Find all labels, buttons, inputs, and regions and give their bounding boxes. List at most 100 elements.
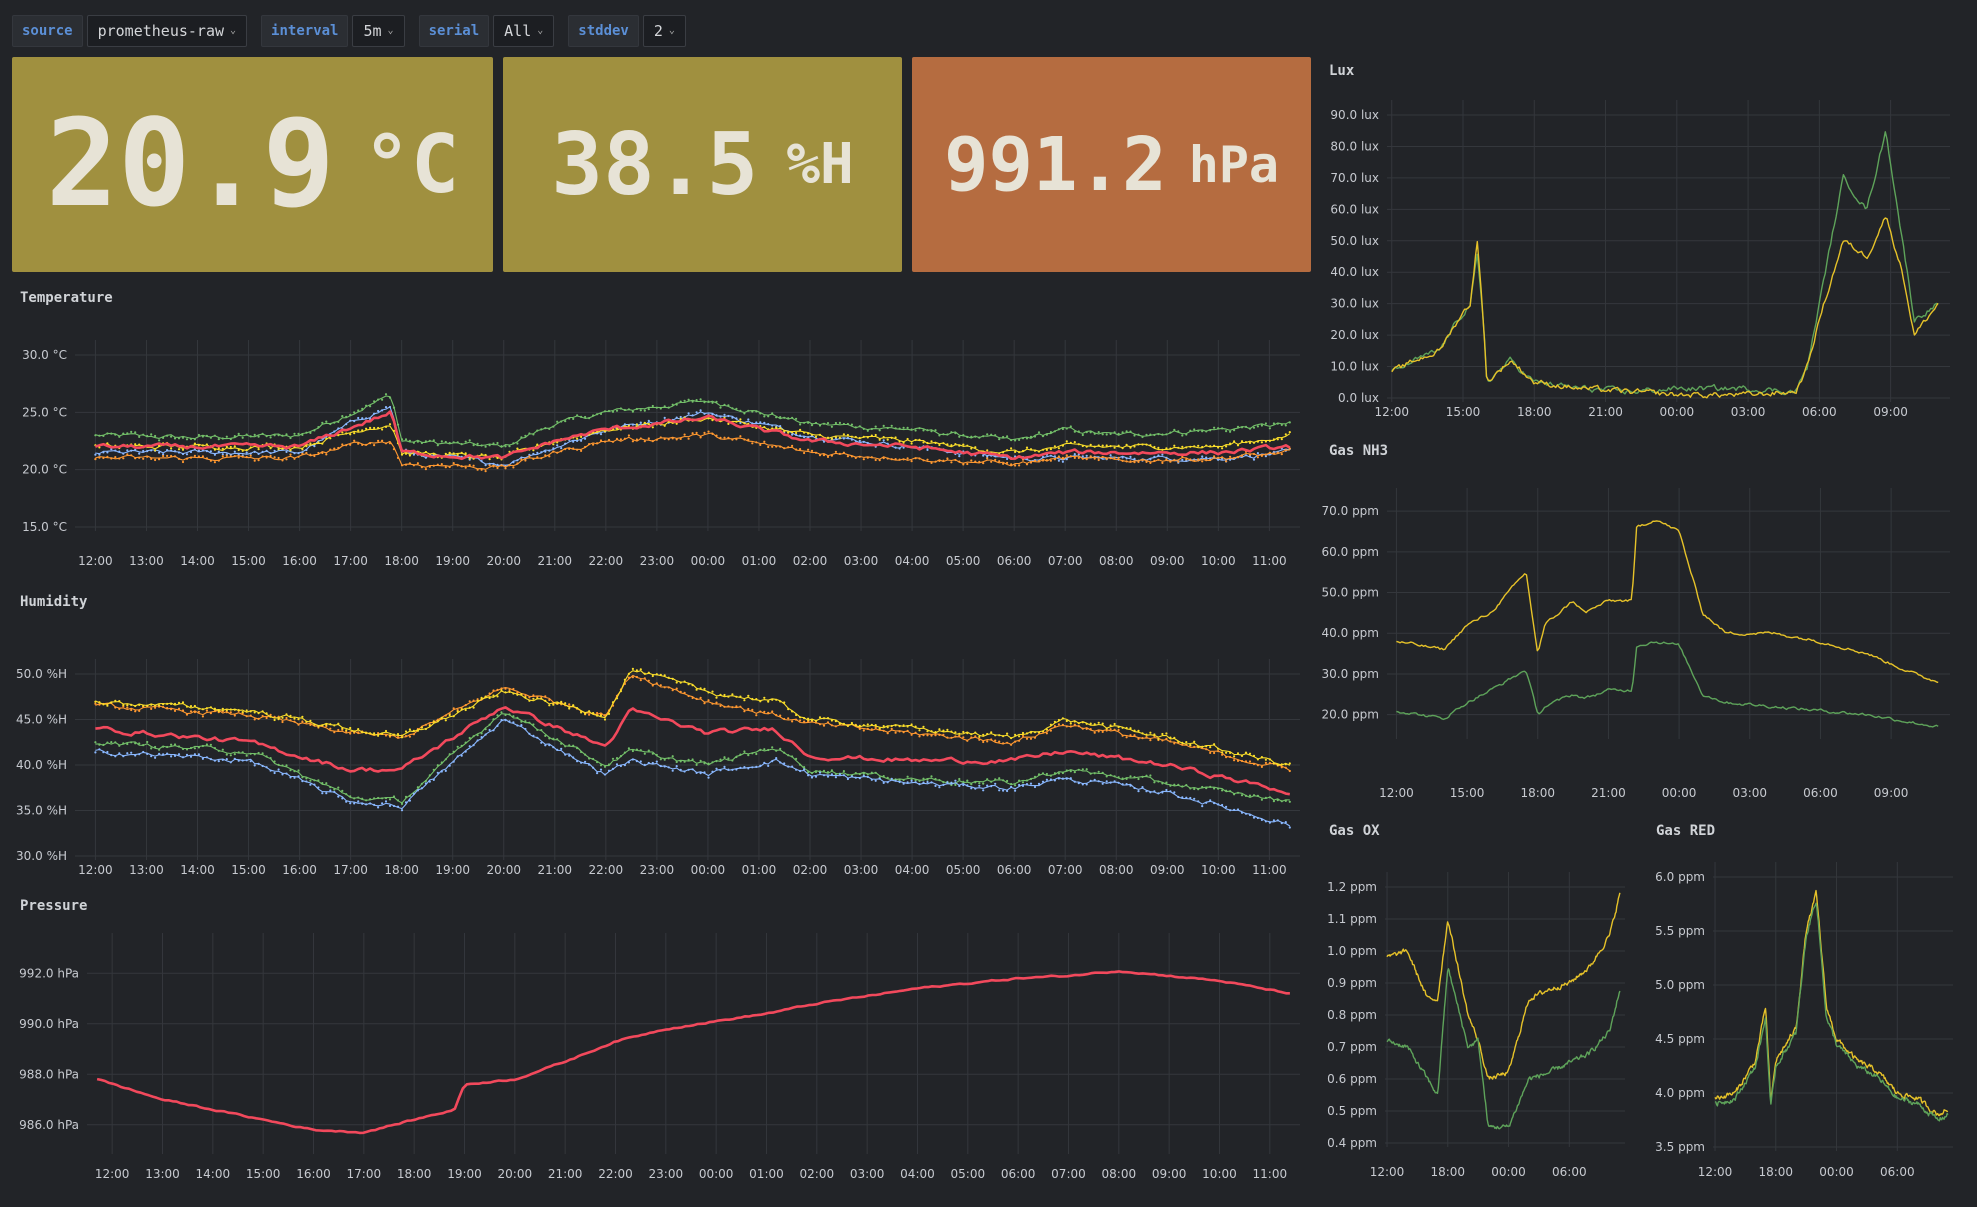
data-point: [181, 701, 185, 704]
data-point: [1085, 768, 1088, 771]
data-point: [1137, 790, 1140, 793]
gas-ox-chart[interactable]: 1.2 ppm 1.1 ppm 1.0 ppm 0.9 ppm 0.8 ppm 0.7 p…: [1320, 855, 1640, 1190]
data-point: [520, 724, 523, 727]
serial-select[interactable]: All ⌄: [493, 15, 555, 47]
x-tick-label: 23:00: [640, 863, 675, 877]
data-point: [325, 453, 328, 456]
gas-red-chart[interactable]: 6.0 ppm 5.5 ppm 5.0 ppm 4.5 ppm 4.0 ppm 3.5 p…: [1648, 855, 1968, 1190]
data-point: [404, 730, 408, 733]
data-point: [930, 734, 933, 737]
data-point: [1097, 458, 1100, 462]
data-point: [1280, 453, 1283, 456]
data-point: [496, 466, 499, 470]
series-dots: [94, 718, 1291, 829]
data-point: [1284, 821, 1287, 824]
x-tick-label: 08:00: [1102, 1167, 1137, 1181]
temperature-panel-title[interactable]: Temperature: [20, 290, 113, 306]
data-point: [349, 732, 352, 735]
data-point: [751, 442, 754, 445]
lux-chart[interactable]: 90.0 lux 80.0 lux 70.0 lux 60.0 lux 50.0 lux…: [1320, 95, 1960, 425]
pressure-panel-title[interactable]: Pressure: [20, 898, 88, 914]
data-point: [918, 735, 921, 738]
data-point: [1213, 751, 1216, 755]
data-point: [1225, 805, 1228, 808]
data-point: [1165, 788, 1168, 792]
data-point: [934, 429, 937, 432]
data-point: [384, 406, 388, 409]
source-select[interactable]: prometheus-raw ⌄: [86, 15, 248, 47]
x-tick-label: 12:00: [1374, 405, 1409, 419]
data-point: [1181, 434, 1184, 437]
gas-red-panel-title[interactable]: Gas RED: [1656, 823, 1716, 839]
data-point: [970, 783, 973, 786]
stddev-select[interactable]: 2 ⌄: [642, 15, 686, 47]
data-point: [384, 729, 388, 733]
data-point: [1018, 783, 1021, 787]
y-tick-label: 15.0 °C: [22, 520, 67, 534]
x-tick-label: 06:00: [1001, 1167, 1036, 1181]
chevron-down-icon: ⌄: [537, 25, 544, 36]
x-tick-label: 04:00: [895, 863, 930, 877]
humidity-panel-title[interactable]: Humidity: [20, 594, 88, 610]
data-point: [548, 455, 551, 458]
data-point: [1101, 444, 1104, 447]
temperature-stat-panel[interactable]: 20.9 °C: [12, 57, 493, 272]
x-tick-label: 21:00: [537, 554, 572, 568]
variable-label-stddev: stddev: [568, 15, 639, 47]
data-point: [1236, 444, 1240, 447]
data-point: [504, 467, 507, 470]
lux-panel-title[interactable]: Lux: [1329, 63, 1355, 79]
data-point: [934, 734, 937, 737]
data-point: [456, 745, 459, 748]
data-point: [94, 741, 97, 744]
humidity-chart[interactable]: 50.0 %H 45.0 %H 40.0 %H 35.0 %H 30.0 %H 12:00…: [0, 624, 1310, 884]
interval-select[interactable]: 5m ⌄: [352, 15, 405, 47]
data-point: [647, 408, 650, 411]
x-tick-label: 00:00: [1819, 1165, 1854, 1179]
data-point: [592, 443, 595, 446]
x-tick-label: 14:00: [180, 863, 215, 877]
data-point: [838, 773, 842, 776]
data-point: [114, 456, 117, 459]
data-point: [532, 697, 535, 700]
data-point: [464, 440, 467, 443]
x-tick-label: 15:00: [1450, 786, 1485, 800]
x-tick-label: 09:00: [1150, 863, 1185, 877]
data-point: [273, 456, 276, 459]
data-point: [874, 726, 877, 729]
gas-ox-panel-title[interactable]: Gas OX: [1329, 823, 1380, 839]
gas-nh3-panel-title[interactable]: Gas NH3: [1329, 443, 1389, 459]
data-point: [874, 779, 877, 782]
data-point: [810, 424, 814, 427]
data-point: [1049, 729, 1052, 732]
y-tick-label: 50.0 ppm: [1322, 586, 1379, 600]
data-point: [177, 448, 181, 451]
pressure-chart[interactable]: 992.0 hPa 990.0 hPa 988.0 hPa 986.0 hPa 12:0…: [0, 928, 1310, 1188]
temperature-chart[interactable]: 30.0 °C 25.0 °C 20.0 °C 15.0 °C 12:00 13:00 14…: [0, 320, 1310, 580]
data-point: [1065, 440, 1068, 443]
data-point: [759, 421, 762, 424]
data-point: [615, 427, 619, 430]
series-line: [95, 395, 1291, 448]
data-point: [388, 804, 392, 807]
data-point: [464, 708, 467, 712]
data-point: [755, 714, 758, 717]
data-point: [512, 466, 515, 469]
data-point: [365, 427, 368, 430]
data-point: [1197, 458, 1200, 461]
gas-nh3-chart[interactable]: 70.0 ppm 60.0 ppm 50.0 ppm 40.0 ppm 30.0 ppm…: [1320, 475, 1960, 805]
stddev-select-value: 2: [653, 22, 663, 40]
data-point: [1260, 798, 1263, 801]
data-point: [675, 681, 678, 684]
data-point: [631, 749, 635, 753]
data-point: [289, 453, 292, 456]
pressure-stat-panel[interactable]: 991.2 hPa: [912, 57, 1311, 272]
data-point: [954, 779, 957, 782]
humidity-stat-panel[interactable]: 38.5 %H: [503, 57, 902, 272]
data-point: [584, 760, 587, 763]
data-point: [138, 452, 141, 455]
data-point: [253, 433, 256, 436]
x-tick-label: 22:00: [589, 554, 624, 568]
data-point: [1189, 743, 1192, 747]
data-point: [496, 714, 499, 717]
